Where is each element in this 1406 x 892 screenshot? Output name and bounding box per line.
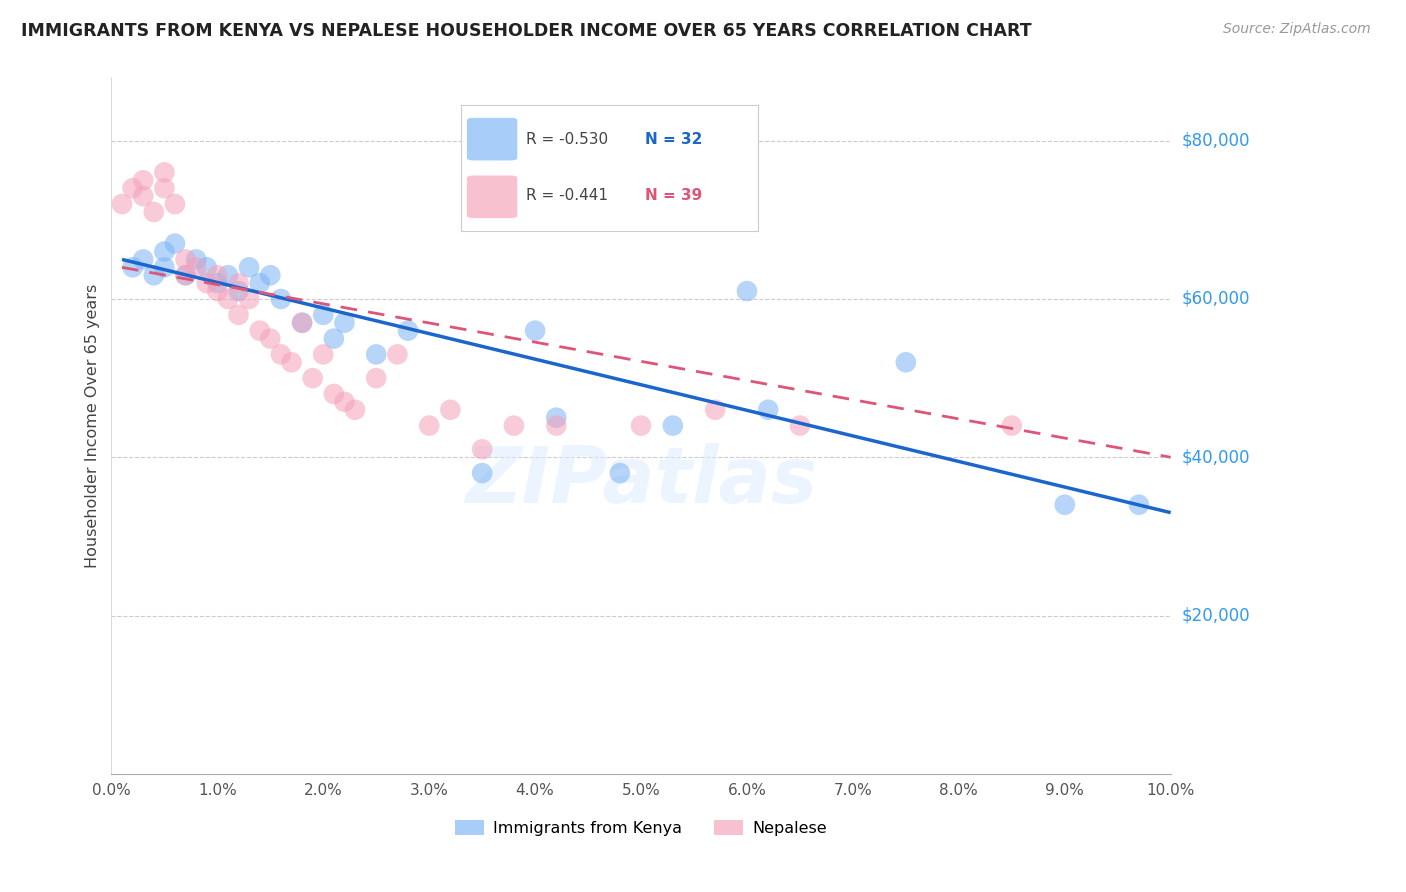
Point: [1128, 498, 1150, 512]
Point: [312, 308, 335, 322]
Point: [471, 466, 494, 480]
Point: [153, 165, 176, 179]
Point: [418, 418, 440, 433]
Point: [894, 355, 917, 369]
Point: [228, 284, 250, 298]
Point: [186, 260, 208, 275]
Point: [291, 316, 314, 330]
Text: Source: ZipAtlas.com: Source: ZipAtlas.com: [1223, 22, 1371, 37]
Point: [132, 173, 155, 187]
Text: IMMIGRANTS FROM KENYA VS NEPALESE HOUSEHOLDER INCOME OVER 65 YEARS CORRELATION C: IMMIGRANTS FROM KENYA VS NEPALESE HOUSEH…: [21, 22, 1032, 40]
Point: [174, 252, 197, 267]
Point: [153, 244, 176, 259]
Point: [195, 276, 218, 290]
Text: $60,000: $60,000: [1182, 290, 1250, 308]
Point: [546, 410, 568, 425]
Point: [344, 402, 367, 417]
Point: [291, 316, 314, 330]
Point: [270, 347, 292, 361]
Point: [366, 371, 388, 385]
Point: [132, 252, 155, 267]
Point: [238, 260, 260, 275]
Point: [312, 347, 335, 361]
Point: [333, 395, 356, 409]
Point: [228, 308, 250, 322]
Point: [503, 418, 526, 433]
Point: [259, 332, 281, 346]
Point: [121, 181, 143, 195]
Point: [207, 276, 229, 290]
Point: [132, 189, 155, 203]
Text: $20,000: $20,000: [1182, 607, 1250, 624]
Point: [387, 347, 409, 361]
Point: [142, 205, 165, 219]
Point: [704, 402, 727, 417]
Point: [366, 347, 388, 361]
Point: [153, 260, 176, 275]
Point: [546, 418, 568, 433]
Point: [333, 316, 356, 330]
Point: [789, 418, 811, 433]
Point: [662, 418, 685, 433]
Point: [174, 268, 197, 283]
Y-axis label: Householder Income Over 65 years: Householder Income Over 65 years: [86, 284, 100, 567]
Point: [238, 292, 260, 306]
Point: [609, 466, 631, 480]
Point: [630, 418, 652, 433]
Point: [249, 324, 271, 338]
Point: [249, 276, 271, 290]
Point: [121, 260, 143, 275]
Point: [153, 181, 176, 195]
Point: [471, 442, 494, 457]
Text: $80,000: $80,000: [1182, 132, 1250, 150]
Point: [207, 268, 229, 283]
Point: [111, 197, 134, 211]
Point: [439, 402, 461, 417]
Point: [735, 284, 758, 298]
Legend: Immigrants from Kenya, Nepalese: Immigrants from Kenya, Nepalese: [449, 814, 834, 842]
Point: [322, 332, 344, 346]
Point: [195, 260, 218, 275]
Point: [322, 387, 344, 401]
Point: [1053, 498, 1076, 512]
Point: [207, 284, 229, 298]
Point: [1001, 418, 1024, 433]
Point: [217, 268, 239, 283]
Point: [259, 268, 281, 283]
Point: [396, 324, 419, 338]
Point: [270, 292, 292, 306]
Text: $40,000: $40,000: [1182, 449, 1250, 467]
Point: [756, 402, 779, 417]
Text: ZIPatlas: ZIPatlas: [465, 443, 817, 519]
Point: [163, 236, 186, 251]
Point: [524, 324, 547, 338]
Point: [280, 355, 302, 369]
Point: [174, 268, 197, 283]
Point: [301, 371, 323, 385]
Point: [163, 197, 186, 211]
Point: [186, 252, 208, 267]
Point: [142, 268, 165, 283]
Point: [217, 292, 239, 306]
Point: [228, 276, 250, 290]
